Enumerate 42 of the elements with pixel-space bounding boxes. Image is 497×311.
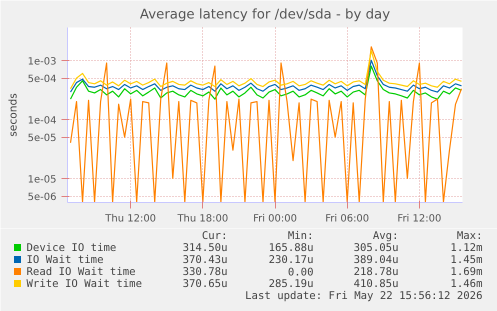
text: 305.05u — [354, 241, 399, 254]
legend-label: Write IO Wait time — [26, 277, 142, 290]
x-tick-label: Thu 18:00 — [176, 214, 228, 224]
y-tick-label: 5e-04 — [28, 74, 57, 86]
x-tick-label: Fri 06:00 — [325, 214, 370, 224]
legend-label: Device IO time — [26, 241, 116, 254]
chart-title: Average latency for /dev/sda - by day — [140, 8, 390, 22]
text: Cur: — [202, 229, 228, 242]
text: 370.65u — [182, 277, 228, 290]
text: Max: — [456, 229, 483, 242]
line-series — [70, 50, 462, 90]
text: 218.78u — [354, 265, 399, 278]
text: 314.50u — [182, 241, 228, 254]
text: 1.45m — [450, 253, 482, 266]
y-axis-title: seconds — [6, 92, 20, 137]
text: 0.00 — [288, 266, 314, 278]
x-tick-label: Thu 12:00 — [104, 214, 156, 224]
y-tick-label: 5e-05 — [28, 133, 57, 144]
legend-label: IO Wait time — [26, 253, 104, 266]
text: Last update: Fri May 22 15:56:12 2026 — [245, 289, 483, 302]
x-tick-label: Fri 12:00 — [397, 214, 442, 224]
text: 389.04u — [354, 253, 399, 266]
y-tick-label: 5e-06 — [28, 192, 57, 204]
text: Avg: — [372, 229, 399, 242]
y-tick-label: 1e-05 — [28, 174, 57, 186]
line-series — [70, 65, 462, 100]
text: 410.85u — [354, 277, 399, 290]
y-tick-label: 1e-04 — [28, 115, 57, 126]
text: 1.69m — [450, 265, 482, 278]
line-series — [70, 46, 462, 202]
text: 230.17u — [268, 253, 314, 266]
text: 330.78u — [182, 265, 228, 278]
text: 165.88u — [268, 241, 314, 254]
line-series — [70, 60, 462, 93]
text: 1.46m — [450, 277, 482, 290]
x-tick-label: Fri 00:00 — [253, 214, 297, 224]
y-tick-label: 1e-03 — [28, 56, 57, 68]
text: 1.12m — [450, 241, 482, 254]
legend-label: Read IO Wait time — [26, 265, 136, 278]
text: 370.43u — [182, 253, 228, 266]
text: 285.19u — [268, 277, 314, 290]
text: Min: — [288, 229, 314, 242]
